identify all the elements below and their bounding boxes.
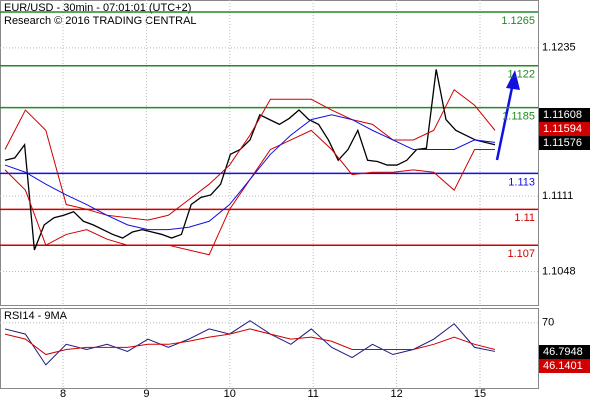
series-line (4, 88, 496, 221)
y-tick-label: 1.1235 (542, 42, 576, 54)
level-label: 1.1265 (501, 15, 535, 27)
x-tick-label: 11 (307, 388, 318, 400)
last-value-label: 1.11608 (543, 109, 582, 121)
last-value-label: 1.11576 (543, 137, 582, 149)
last-value-label: 1.11594 (543, 123, 582, 135)
level-label: 1.11 (514, 212, 535, 224)
level-label: 1.122 (507, 69, 535, 81)
series-line (4, 328, 496, 356)
x-tick-label: 15 (474, 388, 486, 400)
level-label: 1.107 (507, 248, 535, 260)
last-value-box (539, 345, 590, 359)
y-tick-label: 1.1048 (542, 265, 576, 277)
last-value-box (539, 122, 590, 136)
series-line (4, 114, 496, 231)
last-value-box (539, 108, 590, 122)
series-line (4, 69, 496, 251)
rsi-title: RSI14 - 9MA (4, 310, 68, 322)
x-tick-label: 10 (224, 388, 236, 400)
x-tick-label: 12 (390, 388, 402, 400)
x-tick-label: 9 (143, 388, 149, 400)
price-panel (0, 0, 539, 306)
y-tick-label: 70 (542, 317, 554, 329)
last-value-box (539, 359, 590, 373)
level-label: 1.113 (508, 176, 535, 188)
level-label: 1.1185 (502, 111, 535, 123)
last-value-label: 46.1401 (543, 360, 583, 372)
forecast-arrowhead (506, 70, 520, 90)
chart-title: EUR/USD - 30min - 07:01:01 (UTC+2) (4, 2, 191, 14)
forecast-arrow (495, 77, 516, 161)
x-tick-label: 8 (60, 388, 66, 400)
last-value-box (539, 136, 590, 150)
chart-subtitle: Research © 2016 TRADING CENTRAL (4, 15, 197, 27)
last-value-label: 46.7948 (543, 346, 583, 358)
y-tick-label: 1.1111 (542, 190, 573, 202)
